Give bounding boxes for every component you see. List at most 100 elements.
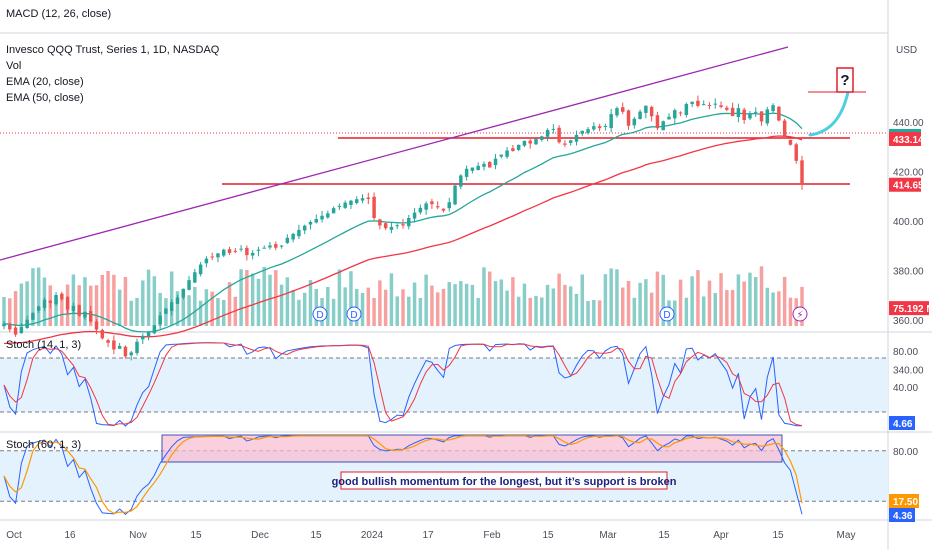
candle-body bbox=[771, 105, 775, 112]
ema20-legend[interactable]: EMA (20, close) bbox=[6, 76, 84, 88]
volume-bar bbox=[580, 274, 584, 326]
dividend-marker-label: D bbox=[663, 310, 670, 321]
volume-bar bbox=[516, 296, 521, 326]
volume-bar bbox=[366, 287, 371, 326]
trend-line[interactable] bbox=[0, 46, 789, 261]
candle-body bbox=[48, 300, 52, 303]
stoch2-legend[interactable]: Stoch (60, 1, 3) bbox=[6, 439, 81, 451]
candle-body bbox=[424, 203, 428, 210]
candle-body bbox=[603, 125, 608, 127]
volume-bar bbox=[181, 292, 185, 326]
momentum-highlight-box[interactable] bbox=[161, 434, 783, 463]
candle-body bbox=[754, 111, 758, 113]
volume-bar bbox=[748, 272, 752, 326]
volume-bar bbox=[216, 298, 220, 326]
candle-body bbox=[794, 144, 798, 161]
candle-body bbox=[597, 126, 602, 129]
time-tick-label: 15 bbox=[542, 530, 554, 541]
candle-body bbox=[701, 104, 706, 106]
candle-body bbox=[245, 247, 249, 256]
volume-bar bbox=[730, 289, 735, 326]
macd-legend[interactable]: MACD (12, 26, close) bbox=[6, 8, 111, 20]
stoch2-tick-80: 80.00 bbox=[893, 447, 918, 458]
volume-bar bbox=[488, 271, 492, 326]
candle-body bbox=[8, 324, 12, 330]
price-tag-label: 433.14 bbox=[893, 135, 924, 146]
time-tick-label: Apr bbox=[713, 530, 729, 541]
candle-body bbox=[505, 150, 509, 157]
candle-body bbox=[360, 198, 365, 201]
candle-body bbox=[193, 272, 197, 283]
volume-bar bbox=[557, 273, 561, 326]
price-tag-bg bbox=[889, 131, 921, 146]
volume-bar bbox=[430, 285, 434, 326]
volume-bar bbox=[551, 288, 556, 326]
annotation-box[interactable] bbox=[340, 471, 668, 490]
candle-body bbox=[522, 140, 527, 146]
volume-bar bbox=[71, 274, 76, 326]
volume-bar bbox=[464, 283, 469, 326]
volume-bar bbox=[378, 280, 382, 326]
volume-bar bbox=[777, 291, 781, 326]
volume-bar bbox=[615, 269, 619, 326]
candle-body bbox=[89, 311, 93, 322]
volume-bar bbox=[696, 270, 700, 326]
vol-legend[interactable]: Vol bbox=[6, 60, 21, 72]
volume-bar bbox=[8, 298, 12, 326]
candle-body bbox=[146, 332, 151, 336]
stoch2-last-value-d: 17.50 bbox=[893, 497, 918, 508]
projection-curve[interactable] bbox=[808, 90, 850, 137]
question-box[interactable] bbox=[836, 67, 854, 93]
candle-body bbox=[378, 219, 382, 226]
candle-body bbox=[366, 197, 371, 199]
candle-body bbox=[482, 163, 486, 167]
earnings-marker[interactable]: ⚡ bbox=[792, 306, 808, 322]
dividend-marker-2[interactable]: D bbox=[346, 306, 362, 322]
candle-body bbox=[383, 223, 388, 229]
stoch1-last-value: 4.66 bbox=[893, 419, 913, 430]
volume-bar bbox=[540, 297, 544, 326]
volume-bar bbox=[337, 269, 342, 326]
candle-body bbox=[187, 280, 191, 290]
volume-bar bbox=[19, 283, 24, 326]
candle-body bbox=[649, 106, 654, 117]
candle-body bbox=[453, 185, 457, 205]
stoch1-d-line bbox=[3, 342, 803, 427]
price-tick-label: 360.00 bbox=[893, 316, 924, 327]
volume-bar bbox=[586, 300, 590, 326]
time-tick-label: 15 bbox=[190, 530, 202, 541]
candle-body bbox=[621, 107, 625, 112]
candle-body bbox=[736, 108, 741, 117]
candle-body bbox=[158, 315, 162, 325]
volume-bar bbox=[713, 292, 717, 326]
symbol-legend[interactable]: Invesco QQQ Trust, Series 1, 1D, NASDAQ bbox=[6, 44, 220, 56]
volume-bar bbox=[83, 277, 87, 326]
candle-body bbox=[644, 105, 648, 113]
candle-body bbox=[129, 352, 133, 356]
time-tick-label: Mar bbox=[599, 530, 617, 541]
volume-bar bbox=[788, 297, 793, 326]
volume-bar bbox=[291, 289, 295, 326]
volume-bar bbox=[331, 298, 336, 326]
stoch1-legend[interactable]: Stoch (14, 1, 3) bbox=[6, 339, 81, 351]
volume-bar bbox=[644, 279, 648, 326]
dividend-marker-1[interactable]: D bbox=[312, 306, 328, 322]
dividend-marker-3[interactable]: D bbox=[659, 306, 675, 322]
time-tick-label: May bbox=[837, 530, 856, 541]
volume-bar bbox=[765, 287, 770, 326]
volume-bar bbox=[684, 297, 689, 326]
ema50-legend[interactable]: EMA (50, close) bbox=[6, 92, 84, 104]
candle-body bbox=[516, 144, 521, 150]
candle-body bbox=[250, 252, 255, 256]
candle-body bbox=[528, 140, 532, 144]
candle-body bbox=[349, 200, 353, 206]
candle-body bbox=[112, 340, 116, 350]
candle-body bbox=[123, 346, 128, 357]
time-tick-label: 15 bbox=[310, 530, 322, 541]
volume-bar bbox=[603, 274, 608, 326]
stoch1-tick-40: 40.00 bbox=[893, 383, 918, 394]
candle-body bbox=[71, 305, 76, 311]
volume-bar bbox=[493, 281, 498, 326]
volume-bar bbox=[25, 281, 29, 326]
